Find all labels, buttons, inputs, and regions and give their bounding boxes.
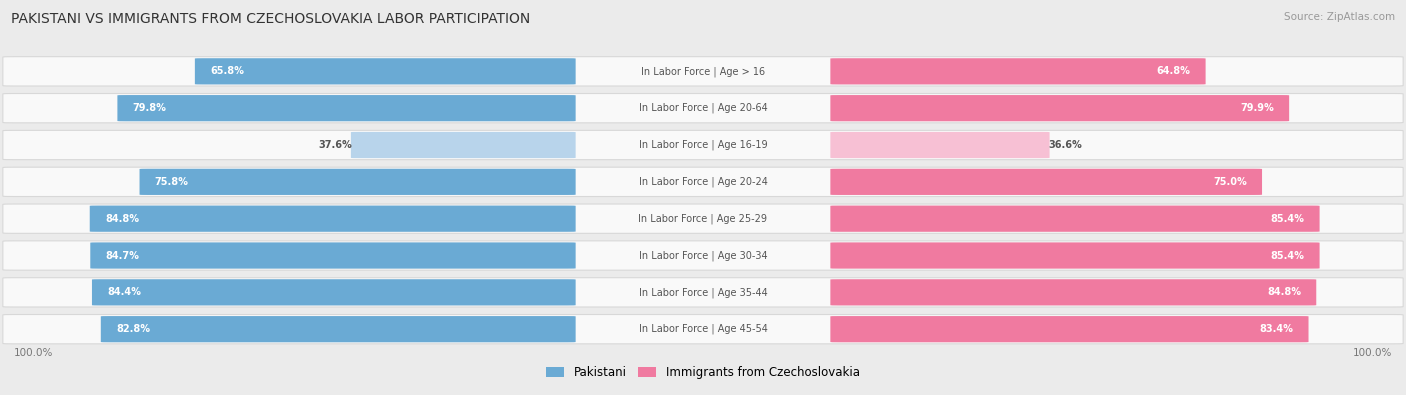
Text: 79.8%: 79.8% xyxy=(132,103,166,113)
FancyBboxPatch shape xyxy=(831,169,1263,195)
Text: In Labor Force | Age > 16: In Labor Force | Age > 16 xyxy=(641,66,765,77)
Text: 100.0%: 100.0% xyxy=(14,348,53,358)
FancyBboxPatch shape xyxy=(3,94,1403,123)
FancyBboxPatch shape xyxy=(3,314,1403,344)
Text: In Labor Force | Age 16-19: In Labor Force | Age 16-19 xyxy=(638,140,768,150)
Text: PAKISTANI VS IMMIGRANTS FROM CZECHOSLOVAKIA LABOR PARTICIPATION: PAKISTANI VS IMMIGRANTS FROM CZECHOSLOVA… xyxy=(11,12,530,26)
FancyBboxPatch shape xyxy=(91,279,575,305)
FancyBboxPatch shape xyxy=(831,243,1320,269)
Text: 100.0%: 100.0% xyxy=(1353,348,1392,358)
Text: In Labor Force | Age 20-64: In Labor Force | Age 20-64 xyxy=(638,103,768,113)
FancyBboxPatch shape xyxy=(831,95,1289,121)
FancyBboxPatch shape xyxy=(195,58,575,85)
FancyBboxPatch shape xyxy=(3,241,1403,270)
FancyBboxPatch shape xyxy=(831,58,1205,85)
Text: 79.9%: 79.9% xyxy=(1240,103,1274,113)
Text: 75.0%: 75.0% xyxy=(1213,177,1247,187)
Text: 75.8%: 75.8% xyxy=(155,177,188,187)
Text: 82.8%: 82.8% xyxy=(117,324,150,334)
FancyBboxPatch shape xyxy=(3,278,1403,307)
Text: 84.7%: 84.7% xyxy=(105,250,139,261)
FancyBboxPatch shape xyxy=(3,130,1403,160)
Legend: Pakistani, Immigrants from Czechoslovakia: Pakistani, Immigrants from Czechoslovaki… xyxy=(541,361,865,384)
Text: 64.8%: 64.8% xyxy=(1156,66,1191,76)
FancyBboxPatch shape xyxy=(352,132,575,158)
FancyBboxPatch shape xyxy=(3,167,1403,196)
Text: Source: ZipAtlas.com: Source: ZipAtlas.com xyxy=(1284,12,1395,22)
FancyBboxPatch shape xyxy=(90,205,575,232)
Text: In Labor Force | Age 25-29: In Labor Force | Age 25-29 xyxy=(638,213,768,224)
Text: 37.6%: 37.6% xyxy=(319,140,353,150)
Text: 65.8%: 65.8% xyxy=(209,66,245,76)
FancyBboxPatch shape xyxy=(831,205,1320,232)
Text: 84.8%: 84.8% xyxy=(1267,287,1301,297)
FancyBboxPatch shape xyxy=(831,279,1316,305)
FancyBboxPatch shape xyxy=(139,169,575,195)
FancyBboxPatch shape xyxy=(831,316,1309,342)
FancyBboxPatch shape xyxy=(3,204,1403,233)
Text: 36.6%: 36.6% xyxy=(1049,140,1083,150)
FancyBboxPatch shape xyxy=(831,132,1049,158)
Text: In Labor Force | Age 30-34: In Labor Force | Age 30-34 xyxy=(638,250,768,261)
FancyBboxPatch shape xyxy=(90,243,575,269)
Text: 84.4%: 84.4% xyxy=(107,287,141,297)
Text: In Labor Force | Age 20-24: In Labor Force | Age 20-24 xyxy=(638,177,768,187)
Text: In Labor Force | Age 35-44: In Labor Force | Age 35-44 xyxy=(638,287,768,297)
Text: In Labor Force | Age 45-54: In Labor Force | Age 45-54 xyxy=(638,324,768,335)
Text: 83.4%: 83.4% xyxy=(1260,324,1294,334)
FancyBboxPatch shape xyxy=(101,316,575,342)
FancyBboxPatch shape xyxy=(118,95,575,121)
Text: 85.4%: 85.4% xyxy=(1271,250,1305,261)
Text: 85.4%: 85.4% xyxy=(1271,214,1305,224)
FancyBboxPatch shape xyxy=(3,56,1403,86)
Text: 84.8%: 84.8% xyxy=(105,214,139,224)
